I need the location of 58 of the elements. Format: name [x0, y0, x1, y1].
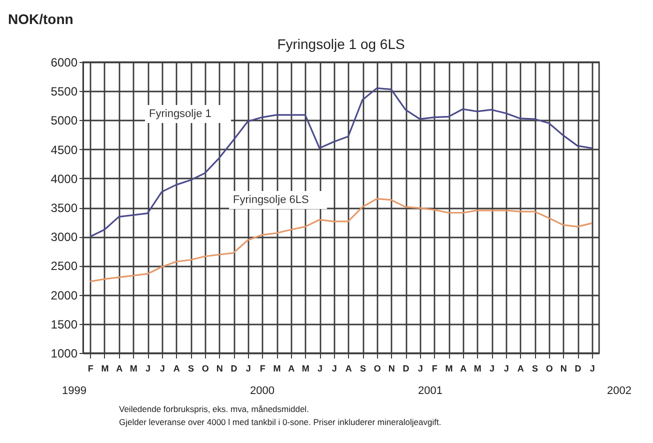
- y-tick-label: 2000: [50, 288, 78, 302]
- x-tick-label: N: [216, 364, 223, 374]
- x-tick-label: F: [432, 364, 438, 374]
- x-tick-label: J: [317, 364, 323, 374]
- text: Gjelder leveranse over 4000 l med tankbil i 0-sone. Priser inkluderer mineraloljeavgift.: [119, 417, 442, 427]
- text: 2000: [250, 385, 274, 397]
- text: Fyringsolje 1: [149, 108, 212, 120]
- x-tick-label: J: [246, 364, 251, 374]
- x-tick-label: J: [332, 364, 337, 374]
- y-tick-label: 4000: [50, 172, 78, 186]
- x-tick-label: S: [532, 364, 538, 374]
- y-tick-label: 3500: [50, 201, 78, 215]
- x-tick-label: M: [101, 364, 109, 374]
- x-tick-label: N: [388, 364, 395, 374]
- x-tick-label: M: [474, 364, 482, 374]
- x-tick-label: J: [504, 364, 509, 374]
- y-tick-label: 3000: [50, 230, 78, 244]
- text: 1999: [62, 385, 86, 397]
- y-tick-label: 6000: [50, 56, 78, 70]
- text: Veiledende forbrukspris, eks. mva, månedsmiddel.: [119, 404, 309, 414]
- x-tick-label: J: [489, 364, 495, 374]
- x-tick-label: S: [360, 364, 366, 374]
- text: 2002: [607, 385, 632, 397]
- y-tick-label: 1500: [50, 317, 78, 332]
- x-tick-label: F: [260, 364, 266, 374]
- y-tick-label: 5500: [50, 84, 78, 99]
- text: 2001: [418, 385, 442, 397]
- y-tick-label: 4500: [50, 142, 78, 157]
- y-tick-label: 5000: [50, 114, 78, 128]
- x-tick-label: M: [273, 364, 281, 374]
- x-tick-label: J: [590, 364, 595, 374]
- series-label: Fyringsolje 6LS: [233, 194, 309, 206]
- x-tick-label: M: [130, 364, 138, 374]
- x-tick-label: A: [173, 364, 180, 374]
- x-tick-label: S: [188, 364, 194, 374]
- x-tick-label: A: [288, 364, 296, 374]
- y-tick-label: 2500: [50, 259, 78, 274]
- x-tick-label: M: [445, 364, 453, 374]
- x-tick-label: J: [145, 364, 151, 374]
- x-tick-label: A: [460, 364, 468, 374]
- x-tick-label: N: [560, 364, 567, 374]
- x-tick-label: A: [345, 364, 352, 374]
- x-tick-label: M: [302, 364, 310, 374]
- x-tick-label: O: [202, 364, 209, 374]
- x-tick-label: D: [230, 364, 238, 374]
- x-tick-label: O: [546, 364, 553, 374]
- chart-title: Fyringsolje 1 og 6LS: [277, 36, 405, 52]
- y-tick-label: 1000: [50, 346, 78, 360]
- line-series: [89, 87, 593, 238]
- x-tick-label: F: [88, 364, 94, 374]
- x-tick-label: A: [116, 364, 124, 374]
- x-tick-label: D: [574, 364, 582, 374]
- x-tick-label: O: [374, 364, 381, 374]
- x-tick-label: D: [402, 364, 410, 374]
- x-tick-label: J: [418, 364, 423, 374]
- x-tick-label: J: [160, 364, 165, 374]
- x-tick-label: A: [517, 364, 524, 374]
- y-axis-title: NOK/tonn: [8, 11, 74, 27]
